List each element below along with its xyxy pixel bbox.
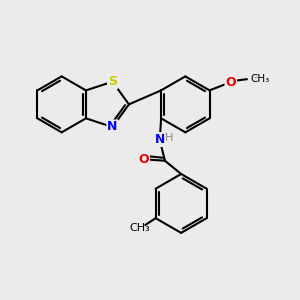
- Text: N: N: [154, 133, 165, 146]
- Text: H: H: [165, 133, 173, 143]
- Text: O: O: [138, 153, 149, 166]
- Text: S: S: [108, 75, 117, 88]
- Text: methoxy: methoxy: [255, 77, 261, 78]
- Text: N: N: [107, 121, 118, 134]
- Text: CH₃: CH₃: [129, 224, 150, 233]
- Text: O: O: [225, 76, 236, 88]
- Text: CH₃: CH₃: [250, 74, 269, 84]
